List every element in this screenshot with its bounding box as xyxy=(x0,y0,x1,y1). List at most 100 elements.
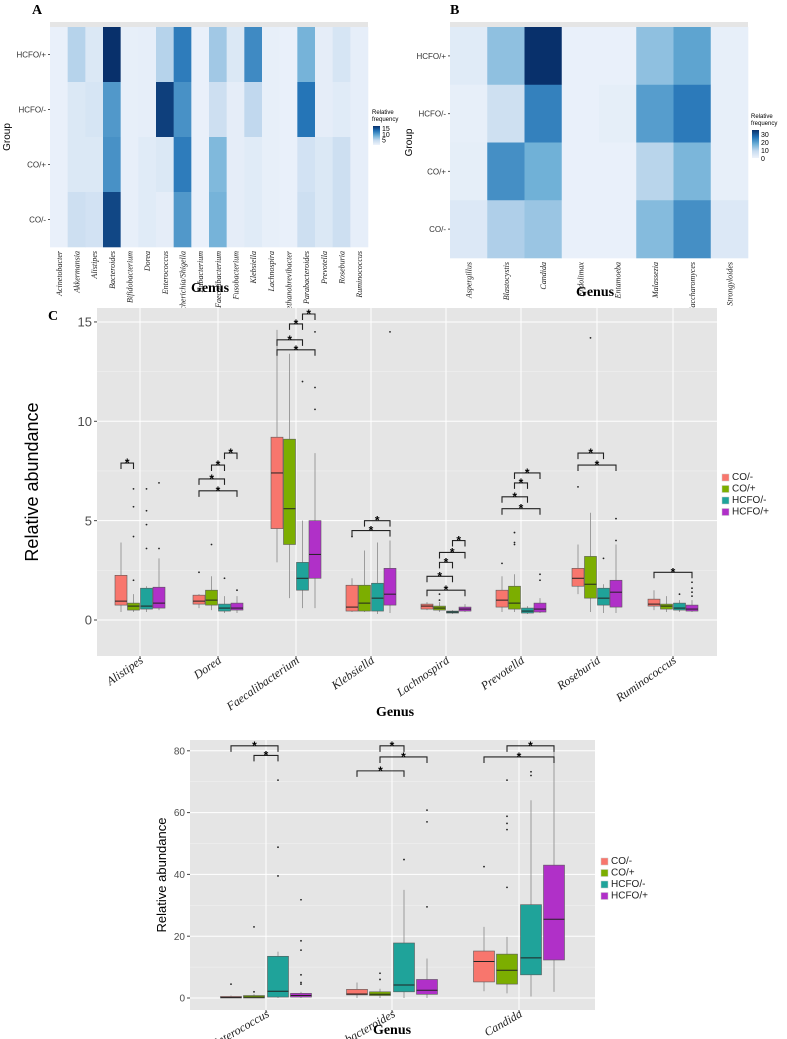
bracket-line xyxy=(501,496,529,503)
outlier-point xyxy=(530,770,532,773)
significance-asterisk: * xyxy=(671,565,676,579)
significance-bracket: * xyxy=(438,545,466,559)
outlier-point xyxy=(314,408,316,411)
bracket-line xyxy=(513,472,541,479)
outlier-point xyxy=(506,822,508,825)
significance-asterisk: * xyxy=(437,569,442,583)
heatmap-cell xyxy=(226,82,245,138)
column-label: Enterococcus xyxy=(161,251,170,295)
x-tick-label: Ruminococcus xyxy=(613,653,679,705)
outlier-point xyxy=(158,481,160,484)
legend-title: frequency xyxy=(751,121,777,127)
heatmap-cell xyxy=(226,137,245,193)
heatmap-cell xyxy=(350,192,369,248)
heatmap-cell xyxy=(673,200,712,259)
bracket-line xyxy=(483,756,555,763)
significance-asterisk: * xyxy=(287,333,292,347)
legend: CO/-CO/+HCFO/-HCFO/+ xyxy=(600,856,648,902)
y-axis-title: Relative abundance xyxy=(22,402,42,561)
bracket-line xyxy=(379,745,405,752)
significance-bracket: * xyxy=(577,446,605,460)
significance-bracket: * xyxy=(198,484,238,498)
outlier-point xyxy=(277,875,279,877)
box-iqr xyxy=(346,989,368,996)
column-label: Entamoeba xyxy=(614,262,623,299)
box-iqr xyxy=(369,991,391,996)
outlier-point xyxy=(539,573,541,576)
significance-bracket: * xyxy=(276,343,316,357)
heatmap-cell xyxy=(67,137,86,193)
significance-asterisk: * xyxy=(264,748,269,762)
bracket-line xyxy=(577,464,617,472)
column-label: Faecalibacterium xyxy=(214,251,223,309)
box-hcfoplus xyxy=(308,330,322,609)
legend-title: frequency xyxy=(372,117,398,123)
box-hcfoplus xyxy=(543,750,565,992)
heatmap-cell xyxy=(103,192,121,248)
significance-bracket: * xyxy=(253,748,279,762)
box-iqr xyxy=(205,589,218,606)
legend-swatch xyxy=(600,869,609,877)
box-hcfominus xyxy=(521,606,534,615)
heatmap-cell xyxy=(173,137,192,193)
bracket-line xyxy=(351,530,391,537)
heatmap-cell xyxy=(487,84,525,143)
significance-asterisk: * xyxy=(456,534,461,548)
box-hcfominus xyxy=(393,858,415,998)
outlier-point xyxy=(253,926,255,928)
box-coplus xyxy=(584,336,597,613)
heatmap-cell xyxy=(262,27,280,83)
outlier-point xyxy=(379,972,381,975)
legend-swatch xyxy=(721,496,730,505)
y-axis-title: Group xyxy=(404,128,415,156)
box-hcfoplus xyxy=(383,330,397,614)
heatmap-cell xyxy=(103,137,121,193)
box-iqr xyxy=(647,598,661,607)
bracket-line xyxy=(451,539,466,547)
heatmap-panel-a: A HCFO/+ HCFO/- CO/+ CO/- Acinetobacter Akkerm… xyxy=(2,3,398,319)
heatmap-cell xyxy=(332,82,351,138)
y-tick-label: 5 xyxy=(85,513,92,528)
column-label: Blastocystis xyxy=(502,262,511,300)
box-hcfominus xyxy=(218,577,231,614)
heatmap-cell xyxy=(244,82,263,138)
box-coplus xyxy=(283,353,296,599)
outlier-point xyxy=(615,539,617,542)
box-cominus xyxy=(270,329,284,563)
box-coplus xyxy=(205,543,218,611)
significance-asterisk: * xyxy=(517,750,522,764)
outlier-point xyxy=(300,949,302,952)
outlier-point xyxy=(513,543,516,546)
box-coplus xyxy=(433,593,446,613)
outlier-point xyxy=(513,531,516,534)
outlier-point xyxy=(483,865,485,868)
bracket-line xyxy=(426,575,454,583)
legend-tick: 20 xyxy=(761,140,769,147)
box-hcfominus xyxy=(140,487,153,613)
panel-letter: A xyxy=(32,3,43,18)
x-tick-label: Prevotella xyxy=(477,653,526,693)
heatmap-cell xyxy=(279,192,298,248)
x-tick-label: Faecalibacterium xyxy=(223,653,302,714)
significance-asterisk: * xyxy=(525,466,530,480)
column-label: Endolimax xyxy=(576,262,585,298)
heatmap-cell xyxy=(561,84,600,143)
heatmap-cell xyxy=(524,84,563,143)
heatmap-cell xyxy=(191,82,210,138)
box-cominus xyxy=(473,865,495,992)
x-tick-label: Roseburia xyxy=(553,653,602,693)
bracket-line xyxy=(506,745,555,752)
outlier-point xyxy=(132,535,135,538)
box-iqr xyxy=(345,584,359,612)
column-label: Bacteroides xyxy=(108,251,117,289)
outlier-point xyxy=(277,846,279,849)
box-iqr xyxy=(584,556,597,599)
column-label: Ruminococcus xyxy=(355,251,364,299)
significance-bracket: * xyxy=(223,446,238,460)
significance-asterisk: * xyxy=(390,739,395,753)
outlier-point xyxy=(691,591,693,594)
bracket-line xyxy=(223,452,238,460)
heatmap-cell xyxy=(710,142,749,201)
box-hcfominus xyxy=(267,779,289,998)
